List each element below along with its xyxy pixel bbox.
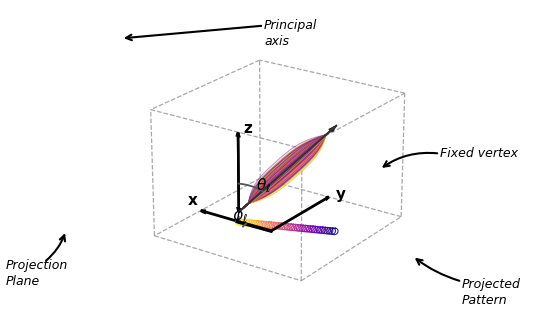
Text: Plane: Plane — [6, 275, 40, 288]
Text: axis: axis — [264, 35, 289, 48]
Text: Pattern: Pattern — [462, 294, 508, 307]
Text: Principal: Principal — [264, 19, 317, 32]
Text: Fixed vertex: Fixed vertex — [440, 147, 518, 160]
Text: Projection: Projection — [6, 259, 68, 272]
Text: Projected: Projected — [462, 278, 521, 291]
